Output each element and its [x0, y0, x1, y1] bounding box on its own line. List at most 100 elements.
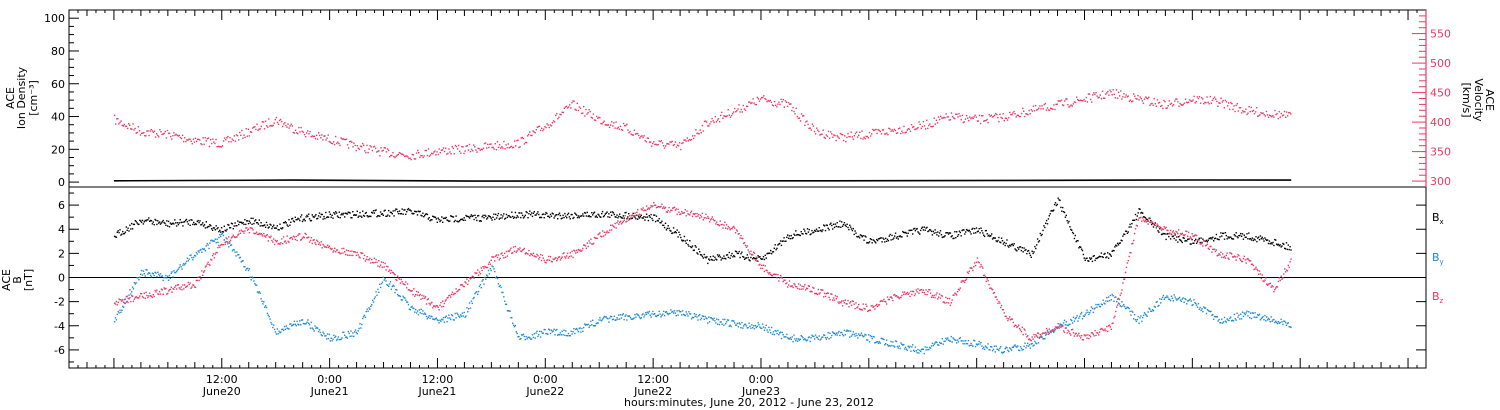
velocity-series-point [1007, 117, 1010, 119]
bz-series-point [855, 302, 857, 304]
by-series-point [562, 334, 564, 336]
velocity-series-point [1198, 96, 1201, 98]
bx-series-point [1250, 239, 1253, 241]
bx-series-point [283, 222, 286, 224]
by-series-point [1256, 316, 1258, 318]
bz-series-point [1243, 255, 1245, 258]
by-series-point [149, 272, 151, 274]
bz-series-point [399, 282, 402, 284]
velocity-series-point [1219, 102, 1221, 104]
bz-series-point [1014, 324, 1016, 326]
bx-series-point [384, 209, 386, 211]
by-series-point [738, 322, 740, 324]
bx-series-point [1144, 217, 1147, 219]
bz-series-point [899, 296, 901, 299]
by-series-point [734, 324, 737, 326]
by-series-point [995, 345, 997, 347]
bx-series-point [1084, 259, 1086, 261]
bx-series-point [430, 219, 432, 221]
by-series-point [158, 275, 161, 277]
bz-series-point [215, 251, 217, 254]
by-series-point [803, 339, 805, 341]
bx-series-point [446, 219, 448, 221]
by-series-point [726, 319, 729, 321]
by-series-point [719, 321, 721, 323]
by-series-point [1015, 345, 1017, 348]
by-series-point [234, 251, 236, 253]
bx-series-point [550, 215, 553, 217]
velocity-series-point [698, 133, 700, 135]
by-series-point [1000, 346, 1002, 348]
bz-series-point [678, 211, 680, 213]
bx-series-point [312, 215, 314, 218]
velocity-series-point [1179, 102, 1181, 105]
bz-series-point [942, 301, 944, 303]
by-series-point [556, 328, 558, 331]
by-series-point [721, 323, 723, 325]
bz-series-point [1188, 237, 1191, 240]
bx-series-point [777, 244, 779, 246]
bx-series-point [1003, 241, 1005, 244]
by-series-point [314, 325, 316, 327]
by-series-point [282, 328, 284, 330]
bz-series-point [1166, 229, 1168, 231]
bx-series-point [395, 208, 397, 210]
bx-series-point [773, 247, 775, 249]
by-series-point [181, 268, 183, 270]
bz-series-point [528, 249, 530, 252]
bz-series-point [640, 208, 642, 210]
velocity-series-point [1289, 111, 1291, 114]
bz-series-point [686, 210, 688, 212]
bz-series-point [347, 250, 349, 252]
bx-series-point [628, 218, 631, 220]
by-series-point [326, 333, 329, 335]
by-series-point [610, 316, 613, 318]
bz-series-point [940, 294, 943, 297]
velocity-series-point [761, 96, 763, 99]
velocity-series-point [945, 113, 947, 115]
bz-series-point [434, 306, 437, 308]
bz-series-point [613, 226, 615, 228]
velocity-series-point [517, 139, 519, 141]
bz-series-point [833, 299, 836, 301]
by-series-point [675, 315, 677, 317]
bz-series-point [444, 300, 446, 302]
bz-series-point [831, 293, 833, 295]
velocity-series-point [861, 130, 863, 132]
bx-series-point [467, 215, 469, 218]
bz-series-point [1180, 233, 1183, 236]
bx-series-point [1275, 243, 1278, 245]
velocity-series-point [503, 140, 505, 143]
by-series-point [753, 328, 756, 330]
bx-series-point [860, 234, 863, 237]
bz-series-point [1256, 268, 1258, 270]
bx-series-point [230, 222, 233, 224]
bz-series-point [761, 267, 764, 270]
bx-series-point [466, 215, 468, 218]
bz-series-point [925, 289, 927, 291]
bx-series-point [345, 212, 348, 215]
velocity-series-point [811, 123, 814, 125]
bz-series-point [1054, 326, 1057, 328]
bx-series-point [796, 233, 799, 236]
bz-series-point [1187, 231, 1190, 234]
bx-series-point [821, 230, 823, 233]
bx-series-point [1119, 242, 1121, 244]
bz-series-point [433, 305, 435, 307]
bx-series-point [377, 215, 379, 217]
bz-series-point [783, 279, 785, 281]
bx-series-point [863, 239, 865, 241]
bz-series-point [1063, 331, 1066, 333]
by-series-point [837, 332, 839, 334]
bx-series-point [1067, 222, 1069, 224]
bz-series-point [117, 301, 119, 304]
by-series-point [187, 260, 189, 262]
by-series-point [340, 338, 342, 341]
bx-series-point [900, 236, 902, 238]
by-series-point [747, 327, 749, 329]
velocity-series-point [258, 128, 260, 130]
velocity-series-point [724, 115, 726, 117]
by-series-point [398, 295, 401, 297]
by-series-point [1085, 312, 1087, 314]
bz-series-point [746, 245, 748, 247]
